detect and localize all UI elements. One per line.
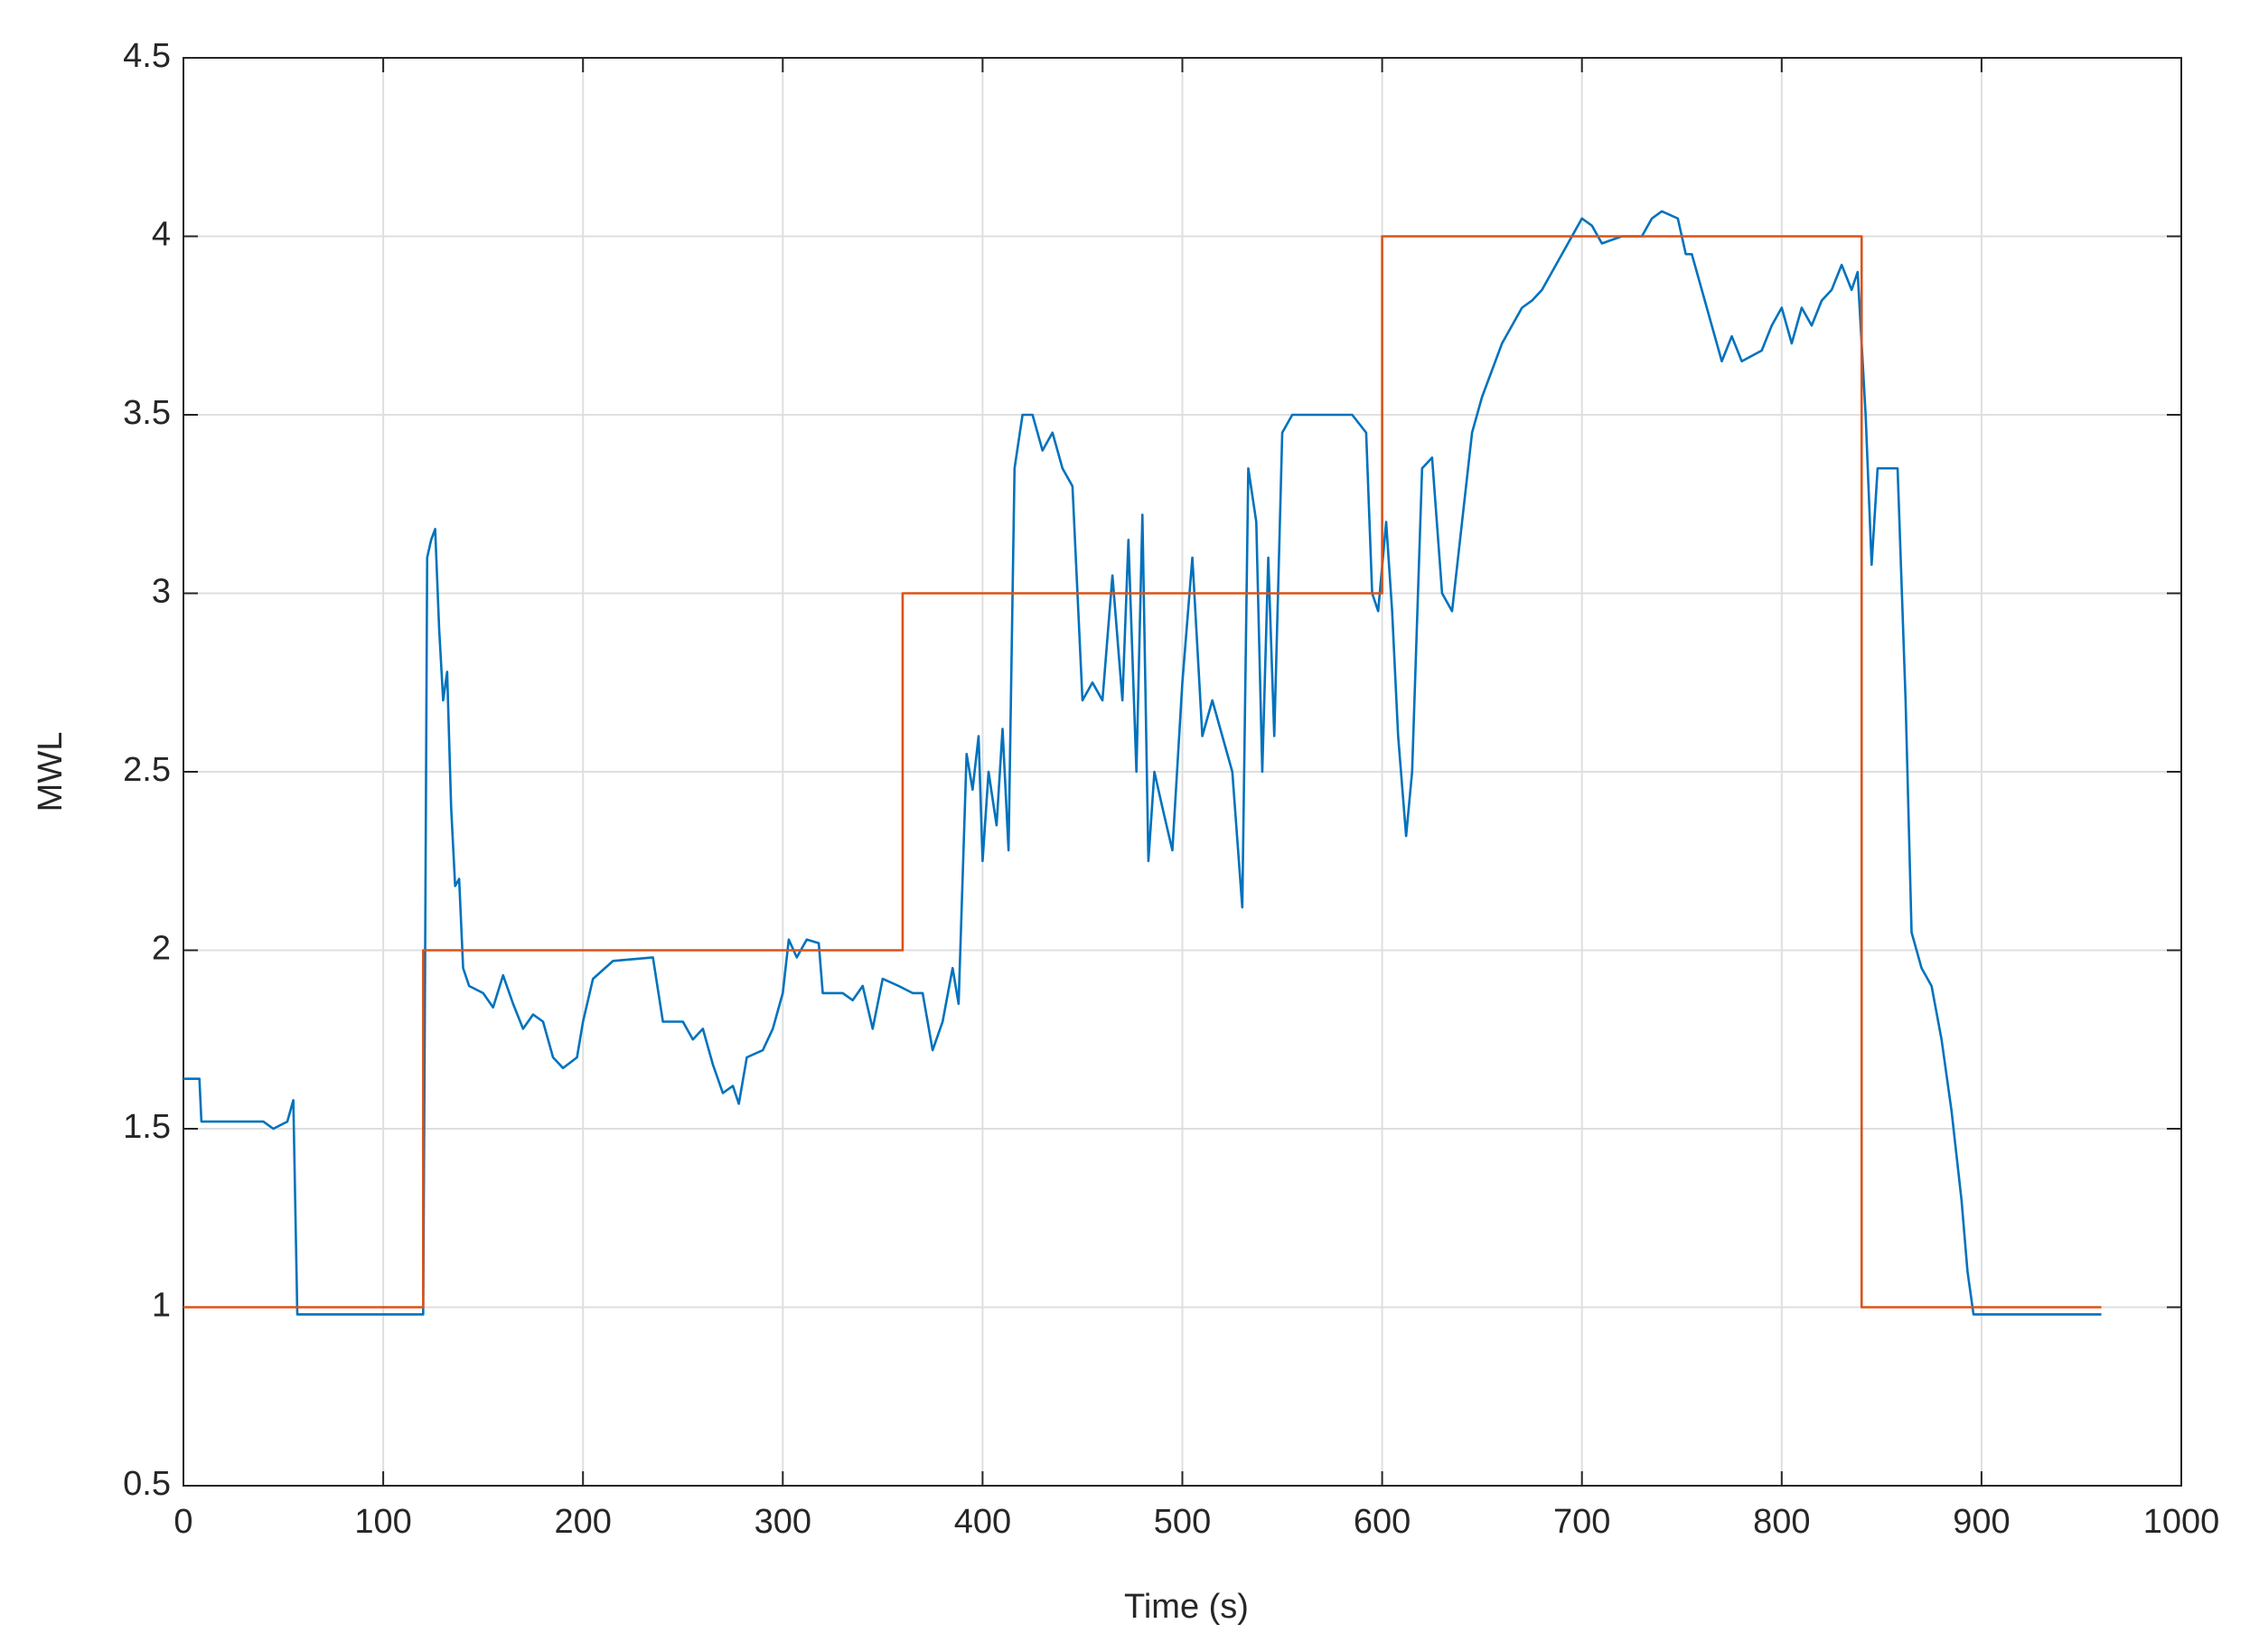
y-tick-label: 2 — [152, 930, 171, 968]
y-tick-label: 0.5 — [123, 1465, 171, 1503]
y-tick-label: 3.5 — [123, 394, 171, 432]
series-line — [183, 235, 2102, 1309]
y-axis-label: MWL — [32, 732, 70, 812]
x-tick-label: 400 — [954, 1503, 1011, 1541]
x-tick-label: 500 — [1154, 1503, 1211, 1541]
y-tick-label: 3 — [152, 573, 171, 611]
y-tick-label: 1.5 — [123, 1108, 171, 1146]
x-tick-label: 600 — [1354, 1503, 1411, 1541]
x-tick-label: 700 — [1553, 1503, 1610, 1541]
y-tick-label: 2.5 — [123, 751, 171, 789]
plot-frame — [183, 57, 2182, 1487]
x-tick-label: 900 — [1953, 1503, 2010, 1541]
y-tick-label: 4.5 — [123, 37, 171, 75]
x-tick-label: 200 — [554, 1503, 611, 1541]
x-tick-label: 300 — [755, 1503, 811, 1541]
y-tick-label: 1 — [152, 1287, 171, 1325]
y-tick-label: 4 — [152, 216, 171, 254]
x-tick-label: 0 — [173, 1503, 192, 1541]
series-line — [183, 210, 2102, 1316]
x-tick-label: 800 — [1753, 1503, 1810, 1541]
x-tick-label: 1000 — [2143, 1503, 2220, 1541]
x-tick-label: 100 — [354, 1503, 411, 1541]
x-axis-label: Time (s) — [1124, 1588, 1249, 1626]
